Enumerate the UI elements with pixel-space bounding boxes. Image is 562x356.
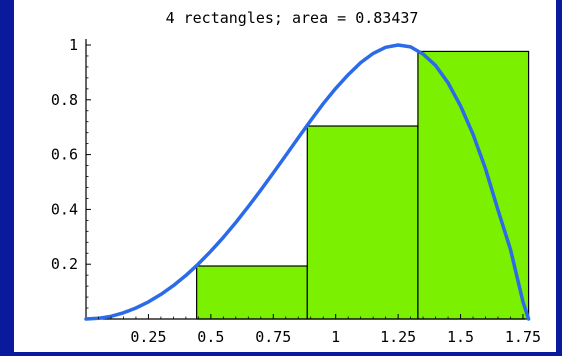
x-axis-ticks: 0.25 0.5 0.75 1 1.25 1.5 1.75: [98, 314, 541, 346]
curve-layer: [84, 43, 531, 321]
y-tick-label: 0.8: [51, 91, 78, 109]
rectangle-3: [306, 125, 419, 320]
y-tick-label: 0.2: [51, 255, 78, 273]
x-tick-label: 1: [331, 328, 340, 346]
x-tick-label: 0.5: [197, 328, 224, 346]
function-curve: [84, 43, 531, 321]
chart-title: 4 rectangles; area = 0.83437: [166, 9, 419, 27]
x-tick-label: 0.25: [130, 328, 166, 346]
chart-panel: 4 rectangles; area = 0.83437 0.25 0.5 0.75…: [14, 0, 556, 352]
riemann-sum-chart: 4 rectangles; area = 0.83437 0.25 0.5 0.75…: [51, 9, 541, 346]
rectangles-layer: [196, 50, 530, 320]
y-tick-label: 0.6: [51, 146, 78, 164]
x-tick-label: 1.5: [447, 328, 474, 346]
rectangle-4: [417, 50, 530, 320]
x-tick-label: 1.25: [380, 328, 416, 346]
y-axis-ticks: 0.2 0.4 0.6 0.8 1: [51, 36, 91, 309]
y-tick-label: 0.4: [51, 200, 78, 218]
rectangle-2: [196, 265, 308, 320]
x-tick-label: 1.75: [505, 328, 541, 346]
axes-layer: [85, 39, 525, 320]
y-tick-label: 1: [69, 36, 78, 54]
x-tick-label: 0.75: [255, 328, 291, 346]
